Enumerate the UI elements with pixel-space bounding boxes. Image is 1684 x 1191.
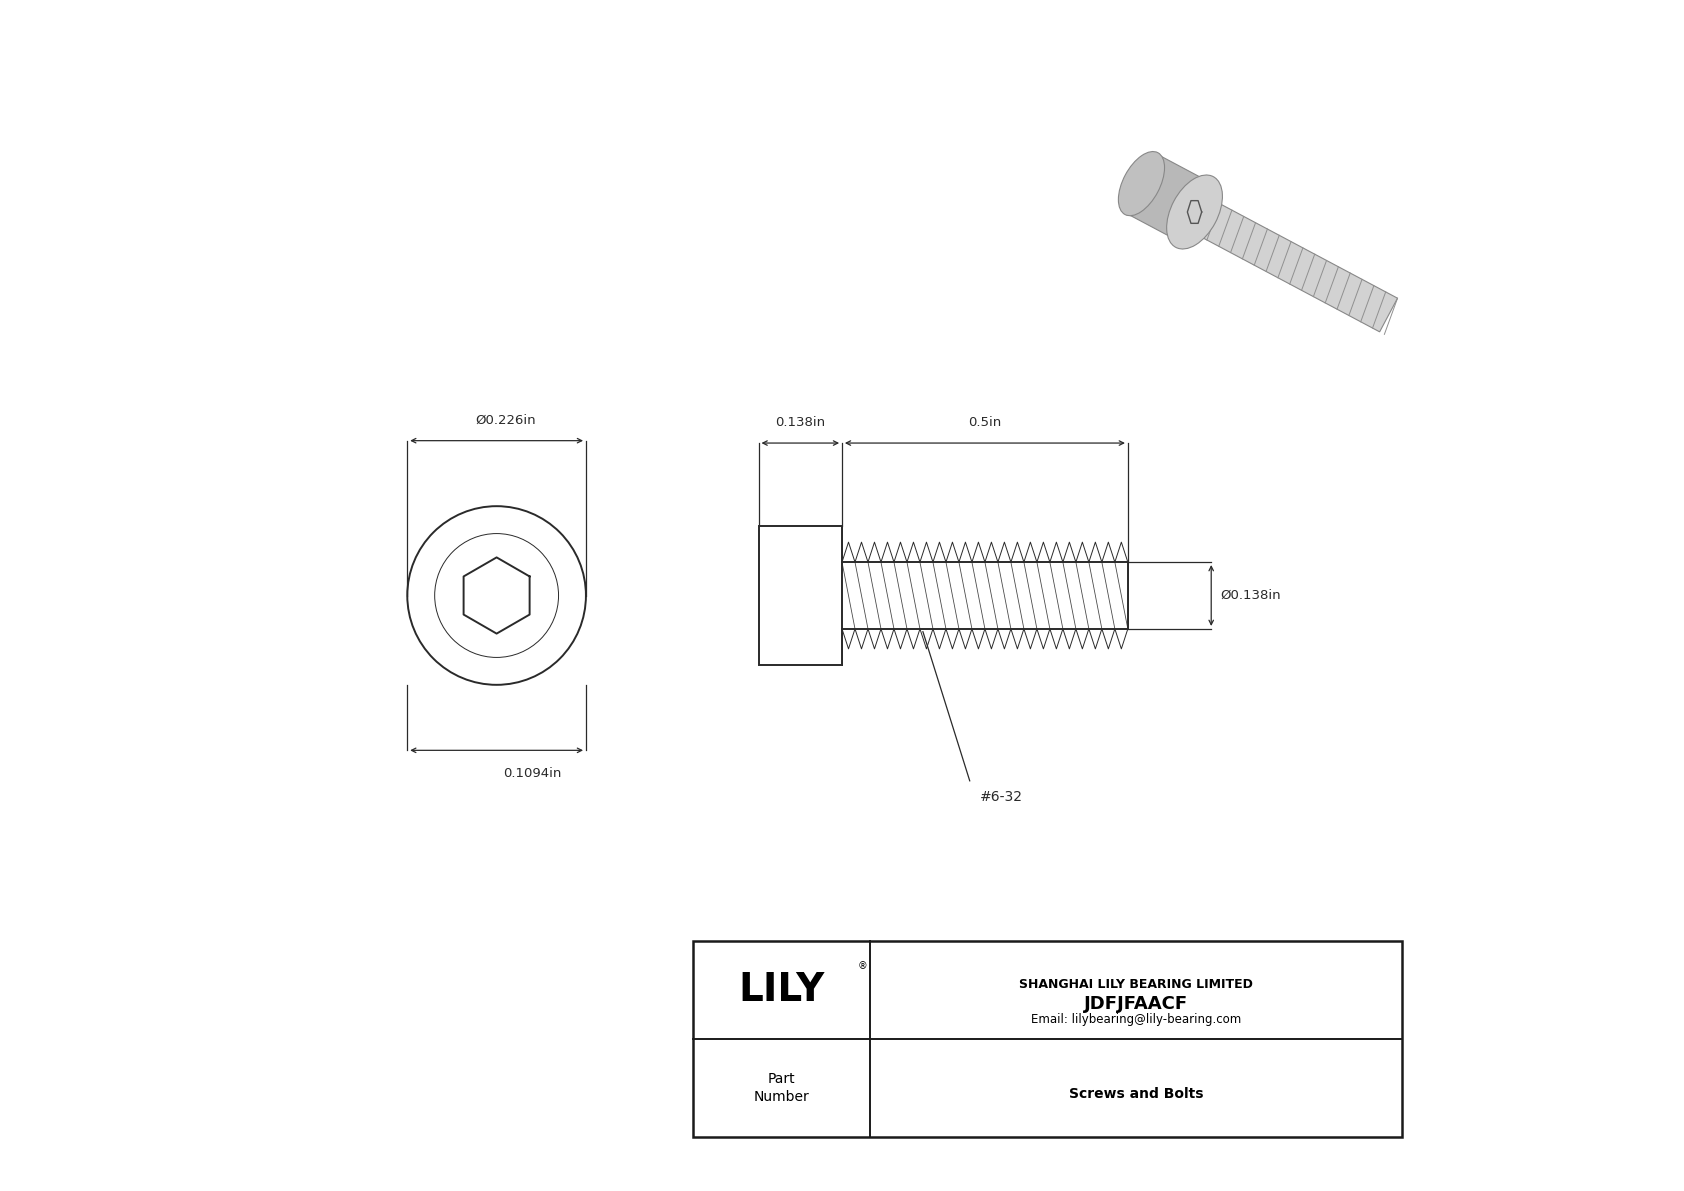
Text: ®: ® [857,961,867,972]
Text: 0.138in: 0.138in [775,416,825,429]
Text: 0.5in: 0.5in [968,416,1002,429]
Ellipse shape [1167,175,1223,249]
Text: 0.1094in: 0.1094in [504,767,561,780]
Ellipse shape [1118,151,1165,216]
Text: Screws and Bolts: Screws and Bolts [1069,1087,1204,1102]
Bar [758,526,842,665]
Text: JDFJFAACF: JDFJFAACF [1084,994,1189,1012]
Text: LILY: LILY [739,971,825,1009]
Text: Ø0.226in: Ø0.226in [477,413,537,426]
Polygon shape [1127,154,1214,244]
Text: SHANGHAI LILY BEARING LIMITED: SHANGHAI LILY BEARING LIMITED [1019,978,1253,991]
Text: Part
Number: Part Number [754,1072,810,1104]
Bar [694,941,1401,1137]
Text: #6-32: #6-32 [980,790,1024,804]
Text: Ø0.138in: Ø0.138in [1221,590,1282,601]
Polygon shape [1191,198,1398,332]
Text: Email: lilybearing@lily-bearing.com: Email: lilybearing@lily-bearing.com [1031,1014,1241,1025]
